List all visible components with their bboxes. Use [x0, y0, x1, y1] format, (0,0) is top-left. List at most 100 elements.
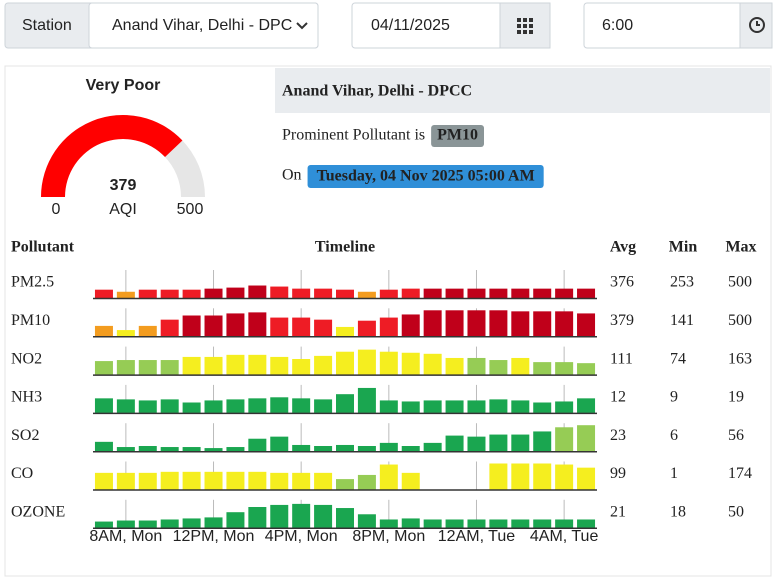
timeline-bar: [314, 504, 333, 528]
timeline-bar: [423, 288, 442, 298]
timeline-bar: [489, 434, 508, 452]
timeline-bar: [138, 446, 157, 452]
timeline-bar: [94, 521, 113, 528]
min-value: 141: [670, 312, 694, 329]
timeline-bar: [467, 288, 486, 298]
timeline-bar: [489, 310, 508, 337]
column-header: Timeline: [315, 239, 375, 256]
timeline-bar: [489, 519, 508, 528]
timeline-label: 4AM, Tue: [530, 528, 599, 545]
timeline-bar: [138, 472, 157, 490]
timeline-bar: [511, 400, 530, 413]
timeline-bar: [401, 472, 420, 490]
pollutant-name: PM2.5: [11, 274, 54, 291]
max-value: 174: [728, 465, 752, 482]
timeline-bar: [489, 360, 508, 375]
timeline-bar: [182, 447, 201, 452]
timeline-bar: [270, 436, 289, 452]
timeline-bar: [357, 514, 376, 528]
timeline-bar: [248, 354, 267, 375]
gauge-fill: [41, 114, 183, 197]
timeline-bar: [379, 317, 398, 337]
max-value: 163: [728, 350, 752, 367]
timeline-bar: [555, 362, 574, 375]
timeline-bar: [533, 519, 552, 528]
timeline-bar: [226, 287, 245, 298]
avg-value: 111: [610, 350, 633, 367]
timeline-bar: [204, 448, 223, 452]
timeline-bar: [489, 288, 508, 298]
timeline-bar: [314, 399, 333, 413]
timeline-bar: [445, 435, 464, 452]
timeline-bar: [138, 520, 157, 528]
timeline-bar: [116, 472, 135, 490]
timeline-bar: [423, 442, 442, 452]
clock-icon: [749, 17, 765, 33]
timeline-bar: [204, 517, 223, 528]
timeline-bar: [336, 394, 354, 413]
timeline-bar: [577, 398, 596, 413]
timeline-bar: [555, 288, 574, 298]
aqi-status: Very Poor: [86, 77, 161, 94]
timeline-bar: [336, 351, 354, 375]
timeline-bar: [401, 288, 420, 298]
chevron: [296, 22, 308, 30]
timeline-bar: [138, 289, 157, 298]
min-value: 9: [670, 389, 678, 406]
timeline-bar: [379, 519, 398, 528]
gauge-unit: AQI: [109, 201, 137, 218]
timeline-bar: [336, 326, 354, 337]
timeline-bar: [94, 441, 113, 452]
min-value: 18: [670, 503, 686, 520]
pollutant-name: PM10: [11, 312, 50, 329]
gauge-max: 500: [177, 201, 204, 218]
timeline-bar: [445, 288, 464, 298]
timeline-bar: [138, 360, 157, 375]
gauge: [41, 114, 205, 197]
max-value: 500: [728, 274, 752, 291]
min-value: 253: [670, 274, 694, 291]
timeline-bar: [577, 467, 596, 490]
avg-value: 21: [610, 503, 626, 520]
timeline-bar: [445, 519, 464, 528]
timeline-bar: [357, 320, 376, 337]
timeline-bar: [533, 311, 552, 337]
timeline-bar: [401, 446, 420, 452]
pollutant-name: NH3: [11, 389, 42, 406]
on-text: On: [282, 167, 302, 184]
station-select[interactable]: [88, 2, 319, 49]
timeline-bar: [423, 519, 442, 528]
timeline-bar: [248, 438, 267, 452]
timeline-bar: [204, 356, 223, 375]
timeline-bar: [577, 363, 596, 375]
timeline-bar: [182, 471, 201, 490]
timeline-bar: [511, 519, 530, 528]
timeline-bar: [357, 291, 376, 298]
timeline-bar: [379, 464, 398, 490]
station-value: Anand Vihar, Delhi - DPC: [112, 17, 292, 34]
timeline-bar: [314, 446, 333, 452]
timeline-bar: [555, 519, 574, 528]
min-value: 74: [670, 350, 686, 367]
timeline-bar: [467, 310, 486, 337]
timeline-bar: [357, 474, 376, 490]
timeline-bar: [511, 311, 530, 337]
timeline-bar: [511, 288, 530, 298]
timeline-bar: [204, 315, 223, 337]
timeline-bar: [226, 354, 245, 375]
timeline-bar: [577, 288, 596, 298]
timeline-bar: [533, 431, 552, 452]
timeline-bar: [314, 288, 333, 298]
column-header: Min: [669, 239, 698, 256]
time-value: 6:00: [602, 17, 633, 34]
timeline-bar: [248, 507, 267, 528]
timeline-label: 12AM, Tue: [438, 528, 515, 545]
timeline-bar: [533, 402, 552, 413]
timeline-bar: [533, 463, 552, 490]
time-badge-text: Tuesday, 04 Nov 2025 05:00 AM: [317, 168, 535, 185]
timeline-bar: [160, 447, 179, 452]
timeline-bar: [423, 400, 442, 413]
timeline-bar: [160, 399, 179, 413]
timeline-bar: [248, 471, 267, 490]
timeline-bar: [401, 352, 420, 375]
